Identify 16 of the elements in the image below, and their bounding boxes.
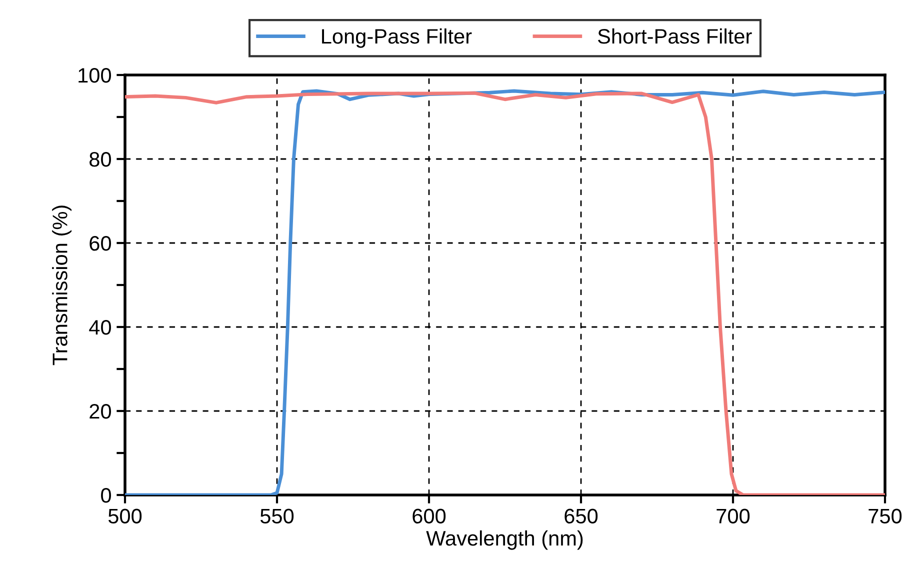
x-tick-label: 700 [716, 508, 750, 524]
legend-label: Long-Pass Filter [322, 28, 472, 48]
x-tick-label: 500 [108, 508, 142, 524]
legend-label: Short-Pass Filter [598, 28, 752, 44]
x-tick-label: 750 [868, 508, 902, 524]
y-tick-label: 0 [101, 488, 111, 503]
y-tick-label: 80 [90, 152, 111, 167]
y-tick-label: 60 [90, 236, 111, 251]
x-tick-label: 650 [564, 508, 598, 524]
y-tick-label: 20 [90, 404, 111, 419]
y-axis-title: Transmission (%) [52, 206, 72, 366]
y-tick-label: 40 [89, 320, 111, 335]
y-tick-label: 100 [78, 68, 111, 83]
x-tick-label: 550 [260, 508, 294, 524]
x-tick-label: 600 [412, 508, 446, 524]
x-axis-title: Wavelength (nm) [426, 530, 583, 550]
